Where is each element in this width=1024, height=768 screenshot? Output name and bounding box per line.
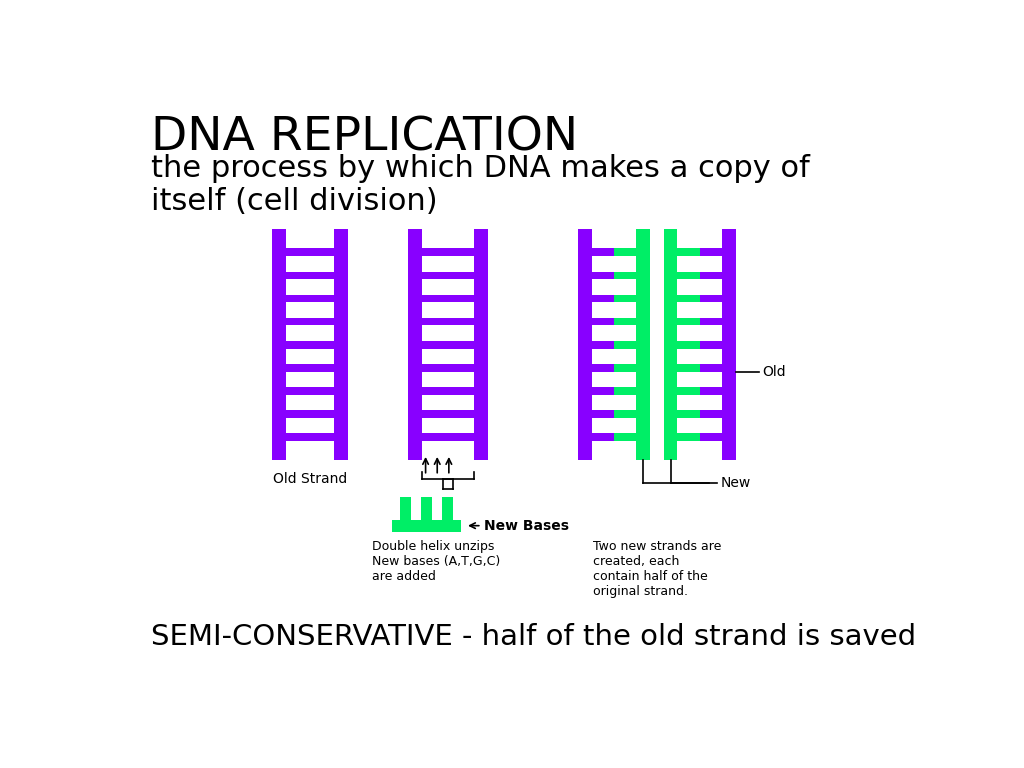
Bar <box>614 341 636 349</box>
Bar <box>286 249 310 257</box>
Bar <box>592 387 614 395</box>
Bar <box>678 387 699 395</box>
Bar <box>310 272 334 280</box>
Bar <box>421 497 432 519</box>
Bar <box>442 497 453 519</box>
Bar <box>592 318 614 326</box>
Bar <box>310 433 334 441</box>
Bar <box>678 249 699 257</box>
Bar <box>614 318 636 326</box>
Bar <box>408 229 422 460</box>
Bar <box>442 433 474 441</box>
Bar <box>442 387 474 395</box>
Bar <box>614 410 636 418</box>
Bar <box>286 341 310 349</box>
Bar <box>699 387 722 395</box>
Bar <box>442 341 474 349</box>
Bar <box>699 295 722 303</box>
Bar <box>422 318 453 326</box>
Bar <box>678 318 699 326</box>
Bar <box>699 318 722 326</box>
Text: Double helix unzips
New bases (A,T,G,C)
are added: Double helix unzips New bases (A,T,G,C) … <box>372 540 501 583</box>
Bar <box>422 272 453 280</box>
Bar <box>310 387 334 395</box>
Bar <box>422 341 453 349</box>
Bar <box>422 410 453 418</box>
Bar <box>614 272 636 280</box>
Text: the process by which DNA makes a copy of
itself (cell division): the process by which DNA makes a copy of… <box>152 154 810 217</box>
Text: New Bases: New Bases <box>470 518 569 533</box>
Bar <box>579 229 592 460</box>
Bar <box>592 249 614 257</box>
Bar <box>310 410 334 418</box>
Bar <box>614 364 636 372</box>
Bar <box>678 341 699 349</box>
Bar <box>286 433 310 441</box>
Bar <box>592 364 614 372</box>
Bar <box>391 519 420 531</box>
Bar <box>678 272 699 280</box>
Bar <box>442 410 474 418</box>
Bar <box>286 364 310 372</box>
Bar <box>474 229 487 460</box>
Bar <box>678 410 699 418</box>
Bar <box>334 229 348 460</box>
Bar <box>699 433 722 441</box>
Bar <box>400 497 411 519</box>
Bar <box>614 295 636 303</box>
Text: Old Strand: Old Strand <box>273 472 347 486</box>
Bar <box>422 364 453 372</box>
Bar <box>310 364 334 372</box>
Bar <box>592 341 614 349</box>
Bar <box>699 410 722 418</box>
Bar <box>592 433 614 441</box>
Bar <box>678 433 699 441</box>
Bar <box>413 519 440 531</box>
Bar <box>592 272 614 280</box>
Bar <box>442 272 474 280</box>
Bar <box>422 249 453 257</box>
Bar <box>636 229 650 460</box>
Bar <box>664 229 678 460</box>
Bar <box>442 295 474 303</box>
Text: SEMI-CONSERVATIVE - half of the old strand is saved: SEMI-CONSERVATIVE - half of the old stra… <box>152 623 916 651</box>
Bar <box>699 249 722 257</box>
Bar <box>422 387 453 395</box>
Bar <box>442 249 474 257</box>
Bar <box>592 410 614 418</box>
Text: New: New <box>721 476 752 490</box>
Bar <box>678 295 699 303</box>
Bar <box>286 318 310 326</box>
Bar <box>614 387 636 395</box>
Bar <box>722 229 735 460</box>
Bar <box>678 364 699 372</box>
Bar <box>286 410 310 418</box>
Bar <box>433 519 461 531</box>
Bar <box>422 433 453 441</box>
Bar <box>310 318 334 326</box>
Bar <box>442 364 474 372</box>
Text: Old: Old <box>763 366 786 379</box>
Bar <box>310 295 334 303</box>
Bar <box>614 433 636 441</box>
Bar <box>592 295 614 303</box>
Bar <box>699 364 722 372</box>
Bar <box>699 272 722 280</box>
Bar <box>422 295 453 303</box>
Bar <box>286 387 310 395</box>
Bar <box>286 295 310 303</box>
Bar <box>310 341 334 349</box>
Text: DNA REPLICATION: DNA REPLICATION <box>152 115 579 161</box>
Bar <box>442 318 474 326</box>
Bar <box>699 341 722 349</box>
Bar <box>272 229 286 460</box>
Text: Two new strands are
created, each
contain half of the
original strand.: Two new strands are created, each contai… <box>593 540 721 598</box>
Bar <box>286 272 310 280</box>
Bar <box>614 249 636 257</box>
Bar <box>310 249 334 257</box>
